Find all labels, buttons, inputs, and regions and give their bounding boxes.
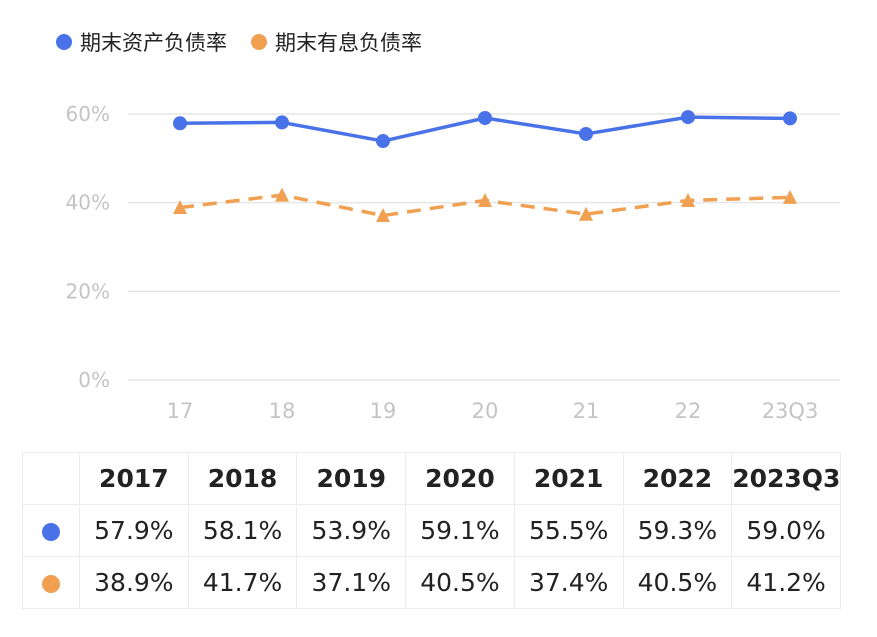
table-cell: 58.1% xyxy=(187,504,298,557)
table-header-row: 2017 2018 2019 2020 2021 2022 2023Q3 xyxy=(22,452,841,505)
data-point xyxy=(783,111,797,126)
row-dot-blue xyxy=(42,523,60,541)
data-point xyxy=(275,115,289,130)
x-tick-label: 17 xyxy=(167,399,194,423)
table-cell: 57.9% xyxy=(79,504,189,557)
table-cell: 40.5% xyxy=(405,556,515,609)
table-header-cell: 2017 xyxy=(79,452,189,505)
table-cell: 59.0% xyxy=(731,504,841,557)
data-table: 2017 2018 2019 2020 2021 2022 2023Q3 57.… xyxy=(22,452,841,609)
data-point xyxy=(173,116,187,131)
line-chart: 0% 20% 40% 60% 17 18 19 20 21 22 23Q3 xyxy=(66,102,840,423)
data-point xyxy=(478,110,492,125)
table-header-blank xyxy=(22,452,80,505)
table-cell: 41.2% xyxy=(731,556,841,609)
x-tick-label: 19 xyxy=(370,399,397,423)
data-point xyxy=(275,187,289,202)
data-point xyxy=(681,110,695,125)
legend-label: 期末资产负债率 xyxy=(80,31,227,55)
data-point xyxy=(681,192,695,207)
table-cell: 41.7% xyxy=(187,556,298,609)
y-tick-label: 40% xyxy=(66,191,110,215)
legend-marker-blue xyxy=(56,34,72,50)
table-cell: 38.9% xyxy=(79,556,189,609)
table-row-interest-debt: 38.9% 41.7% 37.1% 40.5% 37.4% 40.5% 41.2… xyxy=(22,556,841,609)
table-header-cell: 2022 xyxy=(622,452,733,505)
x-tick-label: 22 xyxy=(675,399,702,423)
y-tick-label: 60% xyxy=(66,102,110,126)
legend-item-interest-debt[interactable]: 期末有息负债率 xyxy=(251,27,422,57)
table-cell: 55.5% xyxy=(513,504,624,557)
legend-item-asset-liability[interactable]: 期末资产负债率 xyxy=(56,27,227,57)
y-tick-label: 20% xyxy=(66,279,110,303)
table-header-cell: 2023Q3 xyxy=(731,452,841,505)
data-point xyxy=(783,189,797,204)
table-header-cell: 2019 xyxy=(296,452,407,505)
data-point xyxy=(579,206,593,221)
x-tick-label: 23Q3 xyxy=(762,399,819,423)
table-row-asset-liability: 57.9% 58.1% 53.9% 59.1% 55.5% 59.3% 59.0… xyxy=(22,504,841,557)
table-cell: 53.9% xyxy=(296,504,407,557)
y-tick-label: 0% xyxy=(78,368,110,392)
x-tick-label: 18 xyxy=(269,399,296,423)
table-cell: 37.1% xyxy=(296,556,407,609)
row-dot-orange xyxy=(42,575,60,593)
chart-legend: 期末资产负债率 期末有息负债率 xyxy=(56,22,422,62)
data-point xyxy=(173,200,187,215)
table-cell: 37.4% xyxy=(513,556,624,609)
data-point xyxy=(376,134,390,149)
table-cell: 59.1% xyxy=(405,504,515,557)
x-tick-label: 21 xyxy=(573,399,600,423)
legend-marker-orange xyxy=(251,34,267,50)
table-cell: 40.5% xyxy=(622,556,733,609)
table-header-cell: 2018 xyxy=(187,452,298,505)
table-row-marker xyxy=(22,556,80,609)
data-point xyxy=(376,208,390,223)
data-point xyxy=(478,192,492,207)
legend-label: 期末有息负债率 xyxy=(275,31,422,55)
table-row-marker xyxy=(22,504,80,557)
data-point xyxy=(579,126,593,141)
table-header-cell: 2020 xyxy=(405,452,515,505)
table-header-cell: 2021 xyxy=(513,452,624,505)
x-tick-label: 20 xyxy=(472,399,499,423)
table-cell: 59.3% xyxy=(622,504,733,557)
